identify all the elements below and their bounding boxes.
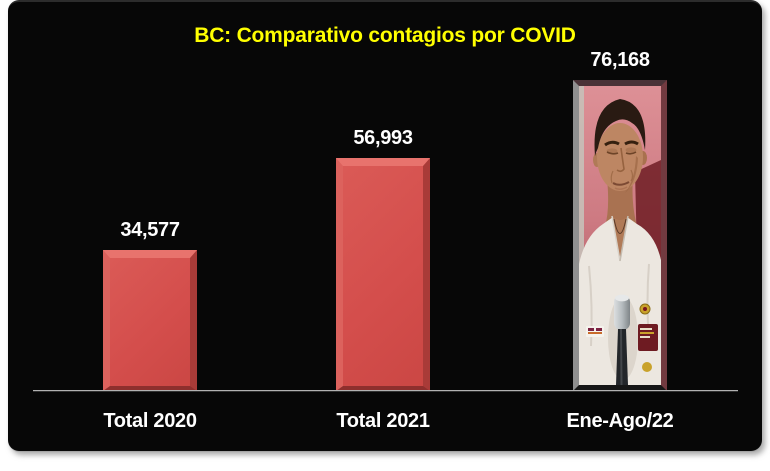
x-axis-line [33,390,738,391]
category-label-ene-ago-22: Ene-Ago/22 [566,410,674,432]
chart-title: BC: Comparativo contagios por COVID [194,24,576,47]
bar-ene-ago-22 [573,80,667,391]
bar-group-ene-ago-22: 76,168 [573,49,667,391]
category-label-total-2021: Total 2021 [336,410,430,432]
bar-group-total-2021: 56,993 [336,127,430,391]
bar-group-total-2020: 34,577 [103,219,197,391]
value-label-total-2020: 34,577 [120,219,180,241]
man-portrait-photo [579,86,661,385]
value-label-ene-ago-22: 76,168 [590,49,650,71]
category-label-total-2020: Total 2020 [103,410,197,432]
bar-total-2020 [103,250,197,391]
value-label-total-2021: 56,993 [353,127,413,149]
bar-total-2021 [336,158,430,391]
